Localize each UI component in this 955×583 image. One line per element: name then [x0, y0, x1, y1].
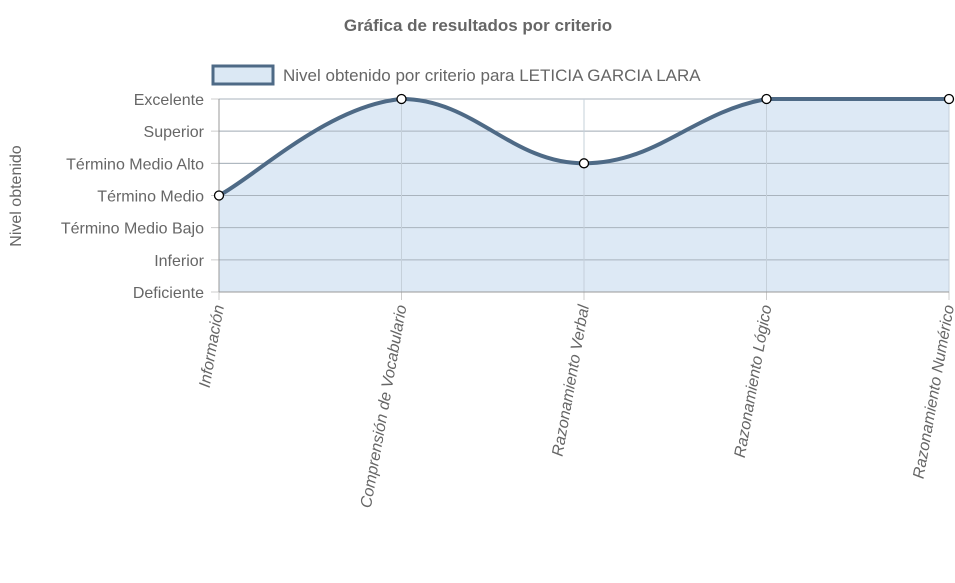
- data-point[interactable]: [761, 93, 772, 105]
- x-tick-label: Razonamiento Verbal: [550, 303, 593, 457]
- area-fill: [218, 98, 950, 293]
- y-tick-label: Superior: [144, 124, 205, 141]
- legend-swatch: [211, 64, 275, 86]
- y-tick-label: Término Medio Alto: [66, 156, 204, 173]
- y-tick-label: Deficiente: [133, 285, 204, 302]
- data-point[interactable]: [578, 158, 590, 169]
- y-tick-label: Inferior: [154, 253, 204, 270]
- data-point[interactable]: [213, 190, 225, 201]
- chart-title: Gráfica de resultados por criterio: [344, 16, 612, 35]
- x-tick-label: Comprensión de Vocabulario: [358, 304, 410, 510]
- data-points: [213, 93, 955, 201]
- x-tick-label: Razonamiento Numérico: [911, 304, 955, 480]
- y-tick-label: Término Medio Bajo: [61, 221, 204, 238]
- data-point[interactable]: [943, 93, 955, 105]
- y-tick-labels: Deficiente Inferior Término Medio Bajo Térm…: [61, 92, 205, 302]
- x-tick-label: Información: [197, 304, 228, 389]
- y-tick-label: Excelente: [134, 92, 204, 109]
- legend-label: Nivel obtenido por criterio para LETICIA…: [283, 66, 701, 85]
- y-axis-label: Nivel obtenido: [8, 145, 25, 247]
- x-tick-label: Razonamiento Lógico: [732, 304, 776, 459]
- data-point[interactable]: [396, 93, 407, 105]
- legend[interactable]: Nivel obtenido por criterio para LETICIA…: [211, 64, 701, 86]
- y-tick-label: Término Medio: [97, 189, 204, 206]
- x-tick-labels: Información Comprensión de Vocabulario Raz…: [197, 303, 955, 509]
